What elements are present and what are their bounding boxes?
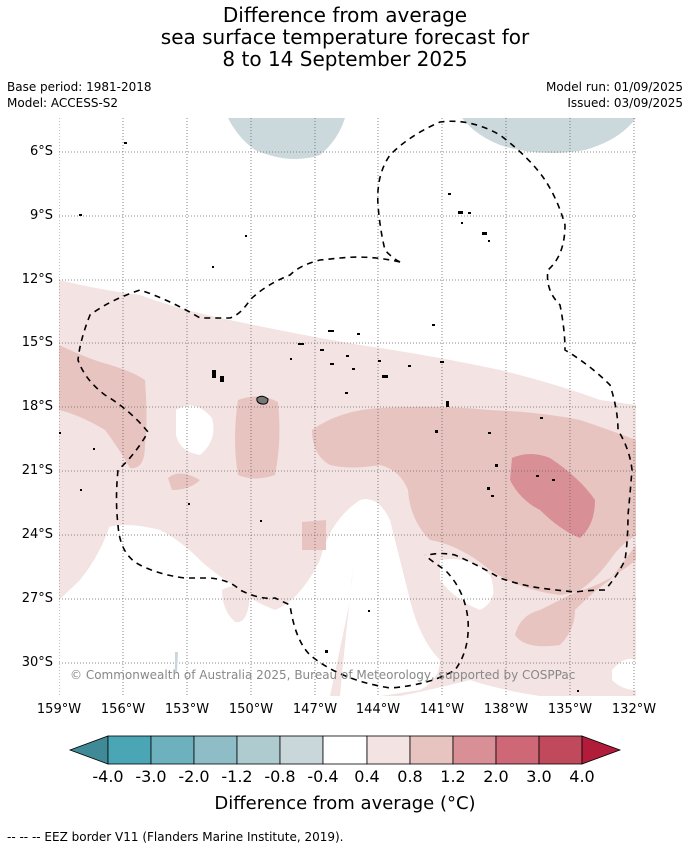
colorbar-segment-2 <box>150 735 195 765</box>
lat-label-30s: 30°S <box>21 655 53 670</box>
colorbar-segment-10 <box>495 735 540 765</box>
eez-footer-note: -- -- -- EEZ border V11 (Flanders Marine… <box>7 830 344 844</box>
issued-text: Issued: 03/09/2025 <box>567 96 683 110</box>
lon-label-153w: 153°W <box>164 702 210 717</box>
eez-border-cook-islands <box>77 256 470 689</box>
lon-label-135w: 135°W <box>547 702 593 717</box>
lon-label-156w: 156°W <box>100 702 146 717</box>
colorbar-warm-extension <box>581 735 622 765</box>
colorbar-tick-label: -0.8 <box>264 767 296 786</box>
colorbar-segment-3 <box>193 735 238 765</box>
warm-anomaly-medium-west <box>59 345 147 469</box>
cool-anomaly-area-east <box>462 118 636 154</box>
colorbar-tick-label: -3.0 <box>135 767 167 786</box>
eez-border-french-polynesia <box>376 120 633 593</box>
warm-light-patch-west <box>59 525 110 600</box>
colorbar-tick-label: -1.2 <box>221 767 253 786</box>
island-rarotonga <box>256 395 269 405</box>
colorbar-tick-label: 0.8 <box>397 767 423 786</box>
base-period-text: Base period: 1981-2018 <box>7 80 152 94</box>
island-small-west <box>175 652 178 672</box>
colorbar-tick-label: 4.0 <box>569 767 595 786</box>
lon-label-159w: 159°W <box>36 702 82 717</box>
warm-anomaly-medium-mid <box>235 396 280 479</box>
colorbar-segment-7 <box>366 735 411 765</box>
copyright-text: © Commonwealth of Australia 2025, Bureau… <box>70 668 576 682</box>
colorbar-segment-8 <box>409 735 454 765</box>
neutral-hole-3 <box>440 559 494 610</box>
lat-label-9s: 9°S <box>29 208 53 223</box>
meta-right: Model run: 01/09/2025 Issued: 03/09/2025 <box>546 79 683 111</box>
lat-gridlines <box>59 151 636 664</box>
lat-label-27s: 27°S <box>21 591 53 606</box>
lat-label-6s: 6°S <box>29 144 53 159</box>
colorbar-segment-6 <box>322 735 368 765</box>
warm-light-patch-sw <box>222 586 250 623</box>
title-line-1: Difference from average <box>222 3 468 27</box>
lat-label-15s: 15°S <box>21 335 53 350</box>
colorbar-segment-5 <box>279 735 324 765</box>
lon-gridlines <box>59 118 635 696</box>
title-line-3: 8 to 14 September 2025 <box>222 47 468 71</box>
colorbar-segment-4 <box>236 735 281 765</box>
lon-label-150w: 150°W <box>228 702 274 717</box>
islands <box>59 142 579 692</box>
lat-label-18s: 18°S <box>21 399 53 414</box>
colorbar-tick-label: 2.0 <box>483 767 509 786</box>
colorbar-segment-9 <box>452 735 497 765</box>
colorbar-tick-label: -4.0 <box>92 767 124 786</box>
title-line-2: sea surface temperature forecast for <box>160 25 530 49</box>
colorbar-tick-label: 0.4 <box>354 767 380 786</box>
neutral-hole-2 <box>340 499 440 696</box>
colorbar-tick-label: -0.4 <box>307 767 339 786</box>
model-text: Model: ACCESS-S2 <box>7 96 119 110</box>
colorbar <box>68 735 622 765</box>
lon-label-141w: 141°W <box>419 702 465 717</box>
cool-anomaly-area-west <box>228 118 345 159</box>
colorbar-segment-1 <box>107 735 152 765</box>
colorbar-title: Difference from average (°C) <box>214 793 476 814</box>
colorbar-segment-11 <box>538 735 583 765</box>
warm-anomaly-medium-small <box>168 473 200 490</box>
colorbar-cold-extension <box>68 735 109 765</box>
map-panel <box>59 118 636 696</box>
neutral-hole-4 <box>612 658 636 690</box>
lon-label-138w: 138°W <box>483 702 529 717</box>
lat-label-24s: 24°S <box>21 527 53 542</box>
lat-label-12s: 12°S <box>21 272 53 287</box>
lat-label-21s: 21°S <box>21 463 53 478</box>
colorbar-tick-label: 3.0 <box>526 767 552 786</box>
warm-anomaly-strong <box>510 454 595 538</box>
lon-label-147w: 147°W <box>292 702 338 717</box>
model-run-text: Model run: 01/09/2025 <box>545 80 683 94</box>
colorbar-tick-label: -2.0 <box>178 767 210 786</box>
meta-left: Base period: 1981-2018 Model: ACCESS-S2 <box>7 79 152 111</box>
lon-label-144w: 144°W <box>355 702 401 717</box>
colorbar-tick-label: 1.2 <box>440 767 466 786</box>
neutral-hole-1 <box>176 405 214 455</box>
map-title: Difference from average sea surface temp… <box>0 4 690 70</box>
lon-label-132w: 132°W <box>611 702 657 717</box>
